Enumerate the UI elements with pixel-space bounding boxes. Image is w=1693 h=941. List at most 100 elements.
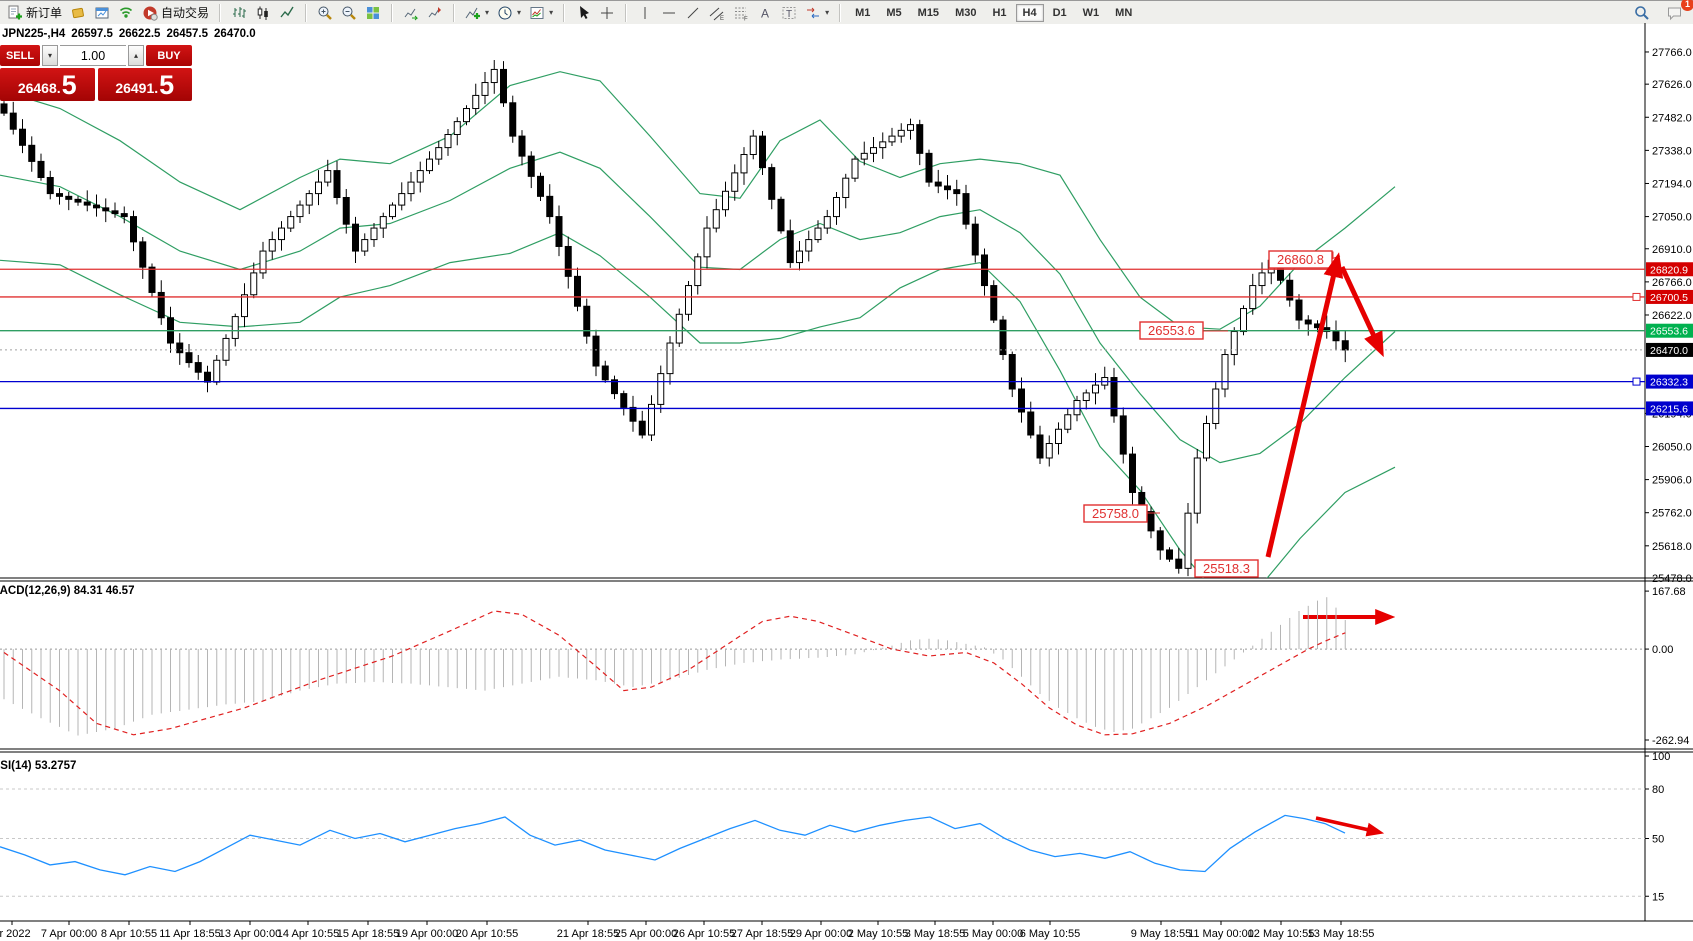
market-watch-button[interactable] [66, 3, 90, 23]
candle-body [611, 379, 618, 395]
clock-icon [498, 6, 512, 19]
candle-body [897, 129, 905, 137]
svg-text:F: F [744, 16, 748, 21]
autotrade-button[interactable]: 自动交易 [138, 2, 213, 23]
level-handle[interactable] [1632, 292, 1641, 301]
candle-body [176, 342, 184, 354]
rsi-line [0, 814, 1346, 876]
candle-body [287, 216, 295, 229]
price-annotation-box[interactable] [1194, 559, 1259, 578]
candlestick-chart-button[interactable] [251, 3, 275, 23]
trend-arrow[interactable] [1265, 252, 1344, 558]
templates-button[interactable]: ▾ [525, 3, 557, 23]
candle-body [1286, 279, 1294, 301]
timeframe-m15[interactable]: M15 [917, 6, 940, 19]
text-button[interactable]: A [753, 3, 777, 23]
chevron-down-icon[interactable]: ▾ [825, 8, 830, 17]
candle-body [518, 135, 526, 157]
chat-button[interactable]: 1 [1662, 0, 1693, 23]
chevron-down-icon[interactable]: ▾ [549, 8, 554, 17]
candle-body [842, 177, 850, 199]
fibonacci-button[interactable]: F [729, 3, 753, 23]
arrows-icon [807, 7, 820, 18]
candle-body [1212, 388, 1220, 425]
templates-icon [530, 6, 544, 19]
arrows-button[interactable]: ▾ [801, 3, 833, 23]
signals-button[interactable] [114, 3, 138, 23]
indicators-icon [465, 7, 481, 19]
chart-window-button[interactable] [90, 3, 114, 23]
candle-body [120, 213, 128, 218]
chevron-down-icon[interactable]: ▾ [485, 8, 490, 17]
sell-price-button[interactable]: 26468. 5 [0, 68, 95, 101]
sell-button[interactable]: SELL [0, 45, 40, 66]
price-tick-label: 27626.0 [1652, 79, 1692, 91]
volume-increase-button[interactable]: ▴ [128, 45, 144, 66]
candle-body [296, 204, 304, 218]
toolbar-separator [839, 3, 842, 22]
trendline-button[interactable] [681, 3, 705, 23]
chart-window-icon [95, 7, 109, 18]
macd-axis-label: 167.68 [1652, 586, 1686, 598]
volume-decrease-button[interactable]: ▾ [42, 45, 58, 66]
new-order-button[interactable]: 新订单 [3, 2, 66, 23]
search-button[interactable] [1630, 3, 1654, 23]
candle-body [574, 275, 581, 307]
candle-body [953, 189, 961, 195]
time-tick-label: 27 Apr 18:55 [731, 928, 793, 940]
crosshair-button[interactable] [595, 3, 619, 23]
text-label-icon: T [782, 6, 796, 20]
text-label-button[interactable]: T [777, 3, 801, 23]
candle-body [1175, 558, 1183, 569]
buy-price-button[interactable]: 26491. 5 [97, 68, 192, 101]
timeframe-m5[interactable]: M5 [886, 6, 902, 19]
timeframe-h4[interactable]: H4 [1015, 3, 1044, 22]
zoom-in-button[interactable] [313, 3, 337, 23]
periods-button[interactable]: ▾ [493, 3, 525, 23]
candle-body [9, 112, 17, 130]
candle-body [620, 393, 628, 408]
candle-body [472, 94, 480, 110]
candle-body [490, 68, 498, 84]
channel-button[interactable]: E [705, 3, 729, 23]
timeframe-m1[interactable]: M1 [855, 6, 871, 19]
chevron-down-icon[interactable]: ▾ [517, 8, 522, 17]
bar-chart-button[interactable] [227, 3, 251, 23]
line-chart-button[interactable] [275, 3, 299, 23]
trend-arrow[interactable] [1339, 265, 1384, 358]
candle-body [416, 170, 424, 183]
candle-body [962, 193, 970, 225]
candle-body [1055, 428, 1062, 445]
time-tick-label: 9 May 18:55 [1131, 928, 1192, 940]
trend-arrow[interactable] [1315, 816, 1385, 837]
price-annotation-box[interactable] [1083, 504, 1148, 523]
timeframe-mn[interactable]: MN [1115, 6, 1133, 19]
horizontal-line-button[interactable] [657, 3, 681, 23]
chart-shift-button[interactable] [423, 3, 447, 23]
time-tick-label: 21 Apr 18:55 [557, 928, 619, 940]
buy-button[interactable]: BUY [146, 45, 192, 66]
timeframe-d1[interactable]: D1 [1052, 6, 1067, 19]
timeframe-h1[interactable]: H1 [992, 6, 1007, 19]
tile-windows-button[interactable] [361, 3, 385, 23]
auto-scroll-button[interactable] [399, 3, 423, 23]
candle-body [879, 141, 887, 149]
indicators-button[interactable]: ▾ [461, 3, 493, 23]
svg-text:E: E [720, 16, 724, 21]
price-tick-label: 26622.0 [1652, 310, 1692, 322]
level-handle[interactable] [1632, 377, 1641, 386]
volume-input[interactable]: 1.00 [60, 45, 126, 66]
cursor-button[interactable] [571, 3, 595, 23]
zoom-out-button[interactable] [337, 3, 361, 23]
candle-body [259, 250, 267, 274]
price-annotation-box[interactable] [1139, 321, 1204, 340]
candle-body [379, 216, 387, 229]
timeframe-m30[interactable]: M30 [955, 6, 977, 19]
time-tick-label: 8 Apr 10:55 [101, 928, 157, 940]
time-tick-label: 13 May 18:55 [1308, 928, 1375, 940]
vertical-line-button[interactable] [633, 3, 657, 23]
timeframe-w1[interactable]: W1 [1082, 6, 1100, 19]
time-tick-label: 11 Apr 18:55 [159, 928, 221, 940]
macd-axis-label: 0.00 [1652, 644, 1673, 656]
